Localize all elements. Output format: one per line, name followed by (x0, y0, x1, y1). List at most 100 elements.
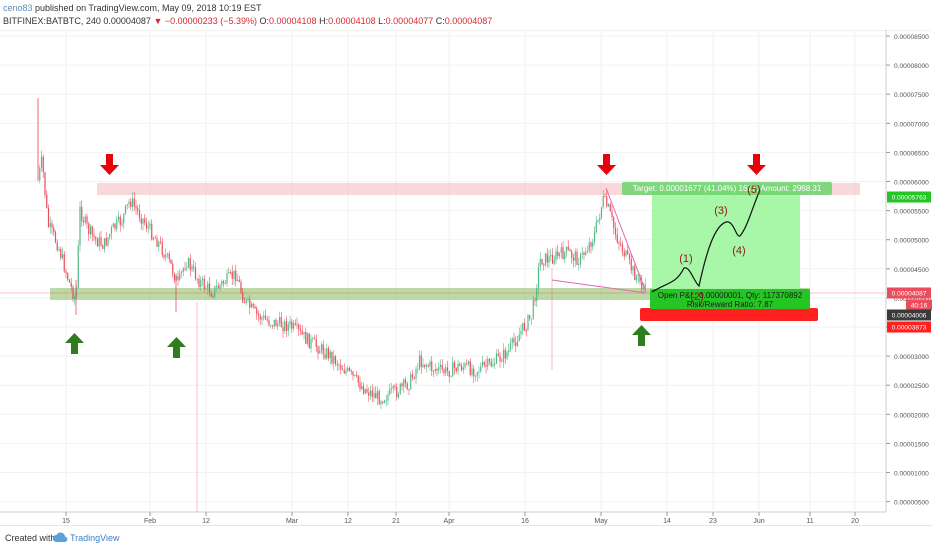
candle-body (392, 386, 394, 389)
open-label: O: (259, 16, 269, 26)
candle-body (233, 270, 235, 279)
price-chart[interactable]: Target: 0.00001677 (41.04%) 1677, Amount… (0, 29, 932, 525)
loss-zone[interactable] (640, 308, 818, 321)
candle-body (208, 283, 211, 294)
time-axis[interactable]: 15 Feb 12 Mar 12 21 Apr 16 May 14 23 Jun 11 20 (62, 512, 859, 525)
candle-body (198, 278, 200, 287)
candle-body (291, 321, 293, 329)
candle-body (455, 367, 457, 372)
candle-body (326, 348, 328, 359)
x-tick-label: Apr (444, 518, 456, 525)
candle-body (201, 278, 204, 281)
chart-area[interactable]: Target: 0.00001677 (41.04%) 1677, Amount… (0, 29, 932, 525)
candle-body (98, 237, 100, 247)
candle-body (161, 242, 163, 256)
candle-body (110, 227, 113, 235)
symbol-label[interactable]: BITFINEX:BATBTC, 240 (3, 16, 101, 26)
candle-body (70, 282, 72, 287)
arrow-up-icon (632, 325, 651, 346)
candle-body (180, 271, 183, 273)
ohlc-line: BITFINEX:BATBTC, 240 0.00004087 ▼ −0.000… (3, 16, 492, 26)
candle-body (483, 362, 485, 365)
y-tick-label: 0.00005500 (894, 209, 929, 216)
candle-body (590, 242, 592, 247)
arrow-up-icon (65, 333, 84, 354)
candle-body (245, 299, 247, 304)
wave-label-1: (1) (679, 253, 692, 265)
candle-body (224, 283, 226, 285)
arrow-down-icon (747, 154, 766, 175)
x-tick-label: 12 (344, 518, 352, 525)
candle-body (399, 383, 401, 394)
candle-body (123, 213, 125, 224)
candle-body (550, 254, 552, 257)
x-tick-label: Jun (753, 518, 764, 525)
high-label: H: (319, 16, 329, 26)
publish-info: published on TradingView.com, May 09, 20… (32, 3, 262, 13)
profit-zone[interactable] (652, 185, 800, 293)
candle-body (385, 400, 387, 402)
candle-body (324, 354, 326, 359)
y-tick-label: 0.00000500 (894, 500, 929, 507)
candle-body (137, 208, 139, 211)
candle-body (116, 219, 118, 229)
candle-body (425, 365, 428, 367)
candle-body (509, 343, 512, 350)
candle-body (557, 251, 559, 257)
candle-body (485, 364, 487, 367)
candle-body (310, 338, 312, 349)
candle-body (154, 237, 156, 239)
y-tick-label: 0.00001000 (894, 471, 929, 478)
author-link[interactable]: ceno83 (3, 3, 33, 13)
price-axis[interactable]: 0.00008500 0.00008000 0.00007500 0.00007000… (886, 34, 929, 507)
candle-body (303, 332, 305, 335)
long-position[interactable]: Target: 0.00001677 (41.04%) 1677, Amount… (622, 182, 832, 321)
candle-body (109, 234, 111, 238)
candle-body (464, 363, 466, 368)
high-value: 0.00004108 (328, 16, 376, 26)
candle-body (179, 272, 181, 280)
candle-body (522, 322, 524, 332)
candle-body (347, 367, 349, 371)
candle-body (525, 330, 527, 331)
price-tag-target (887, 191, 931, 203)
candle-body (264, 315, 267, 320)
candle-body (597, 219, 599, 222)
candle-body (88, 223, 90, 235)
support-zone (50, 288, 810, 300)
candle-body (128, 201, 130, 205)
candle-body (189, 258, 191, 270)
candle-body (501, 361, 503, 362)
candle-body (543, 264, 545, 266)
candle-body (373, 393, 375, 398)
candle-body (481, 362, 484, 367)
candle-body (490, 361, 492, 367)
candle-body (424, 364, 426, 367)
candle-body (642, 287, 645, 289)
candle-body (67, 273, 69, 280)
price-tags: 0.00005763 0.00004087 40:16 0.00004006 0.000… (887, 191, 932, 333)
candle-body (144, 218, 146, 223)
candles (37, 98, 646, 409)
candle-body (89, 226, 92, 235)
wave-label-2: (2) (690, 291, 703, 303)
candle-body (438, 367, 440, 371)
candle-body (61, 254, 64, 258)
candle-body (60, 248, 62, 258)
candle-body (611, 211, 613, 218)
candle-body (441, 364, 443, 370)
candle-body (205, 288, 207, 290)
candle-body (243, 302, 246, 304)
price-tag-label: 0.00003873 (892, 325, 927, 332)
tradingview-brand[interactable]: TradingView (70, 533, 120, 543)
candle-body (434, 368, 436, 372)
candle-body (508, 349, 510, 353)
candle-body (158, 241, 160, 247)
candle-body (480, 366, 482, 372)
candle-body (357, 375, 359, 383)
candle-body (254, 306, 256, 309)
candle-body (389, 388, 391, 395)
y-tick-label: 0.00008000 (894, 63, 929, 70)
candle-body (308, 333, 310, 349)
candle-body (147, 226, 149, 229)
